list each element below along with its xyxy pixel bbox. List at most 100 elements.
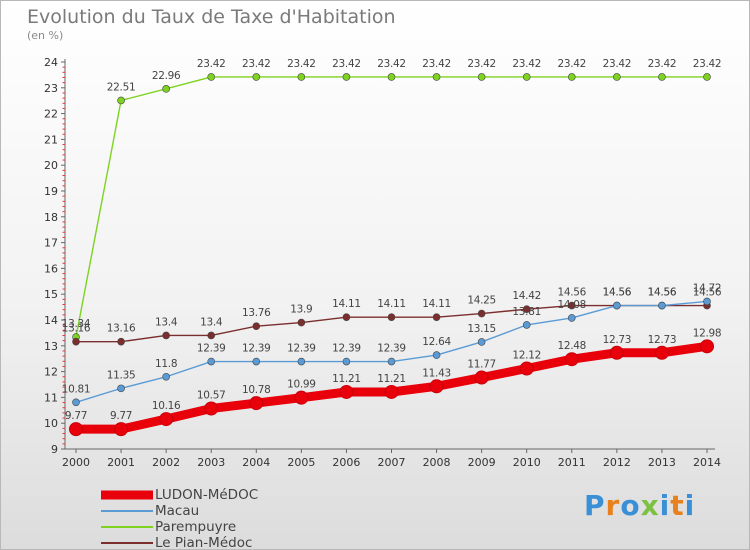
data-label: 13.16 <box>62 323 91 335</box>
data-point <box>117 337 125 346</box>
data-label: 13.34 <box>62 318 91 330</box>
data-label: 11.21 <box>332 373 361 385</box>
x-tick-label: 2013 <box>648 456 676 469</box>
data-label: 23.42 <box>648 58 677 70</box>
chart-title: Evolution du Taux de Taxe d'Habitation <box>27 6 396 28</box>
y-tick-label: 12 <box>44 366 58 379</box>
data-label: 23.42 <box>242 58 271 70</box>
y-tick-label: 11 <box>44 391 58 404</box>
logo-letter: i <box>684 489 696 522</box>
data-label: 23.42 <box>422 58 451 70</box>
data-label: 14.56 <box>648 287 677 299</box>
data-label: 11.77 <box>467 359 496 371</box>
data-point <box>342 73 351 81</box>
y-tick-label: 16 <box>44 262 58 275</box>
x-tick-label: 2000 <box>62 456 90 469</box>
x-tick-label: 2008 <box>423 456 451 469</box>
data-point <box>342 357 351 366</box>
data-point <box>432 313 441 321</box>
x-tick-label: 2012 <box>603 456 631 469</box>
data-point <box>387 313 396 321</box>
data-label: 11.8 <box>155 358 177 370</box>
y-tick-label: 23 <box>44 82 58 95</box>
y-tick-label: 13 <box>44 340 58 353</box>
x-tick-label: 2006 <box>332 456 360 469</box>
data-label: 12.39 <box>332 343 361 355</box>
legend-swatch <box>101 510 153 512</box>
data-point <box>432 351 441 359</box>
data-label: 13.15 <box>467 323 496 335</box>
data-point <box>474 370 489 385</box>
data-label: 14.11 <box>332 298 361 310</box>
legend-label: Parempuyre <box>155 519 237 535</box>
data-point <box>297 357 306 366</box>
data-label: 14.25 <box>467 295 496 307</box>
data-label: 12.39 <box>377 343 406 355</box>
data-label: 10.57 <box>197 389 226 401</box>
logo-letter: i <box>659 489 671 522</box>
data-label: 23.42 <box>287 58 316 70</box>
logo-letter: r <box>605 489 621 522</box>
data-label: 14.56 <box>603 287 632 299</box>
data-label: 13.81 <box>512 306 541 318</box>
data-point <box>519 361 534 376</box>
data-label: 12.12 <box>512 350 541 362</box>
data-label: 12.48 <box>558 340 587 352</box>
data-point <box>432 73 441 81</box>
legend-swatch <box>101 490 153 500</box>
data-point <box>339 384 354 399</box>
x-tick-label: 2001 <box>107 456 135 469</box>
data-point <box>609 345 624 360</box>
data-point <box>72 398 80 407</box>
data-point <box>114 422 129 437</box>
data-label: 10.81 <box>62 383 91 395</box>
y-tick-label: 15 <box>44 288 58 301</box>
data-point <box>117 384 125 393</box>
data-label: 10.16 <box>152 400 181 412</box>
x-tick-label: 2004 <box>242 456 270 469</box>
legend-label: Macau <box>155 503 200 519</box>
data-label: 14.56 <box>603 287 632 299</box>
data-point <box>162 85 170 93</box>
data-label: 14.11 <box>422 298 451 310</box>
data-label: 22.96 <box>152 70 181 82</box>
data-point <box>207 73 216 81</box>
data-point <box>658 301 666 310</box>
data-label: 23.42 <box>467 58 496 70</box>
legend-label: LUDON-MéDOC <box>155 487 259 503</box>
x-tick-label: 2011 <box>558 456 586 469</box>
data-label: 14.08 <box>558 299 587 311</box>
y-tick-label: 24 <box>44 56 58 69</box>
data-label: 12.73 <box>648 334 677 346</box>
data-label: 22.51 <box>107 81 136 93</box>
logo-letter: P <box>584 489 606 522</box>
data-point <box>567 73 576 81</box>
data-point <box>294 390 309 405</box>
legend-swatch <box>101 542 153 544</box>
data-label: 10.99 <box>287 379 316 391</box>
data-point <box>69 422 83 437</box>
data-point <box>477 73 486 81</box>
data-label: 23.42 <box>558 58 587 70</box>
data-point <box>658 73 666 81</box>
data-label: 11.35 <box>107 369 136 381</box>
data-label: 14.42 <box>512 290 541 302</box>
data-label: 23.42 <box>377 58 406 70</box>
legend-swatch <box>101 526 153 528</box>
data-label: 12.98 <box>693 327 722 339</box>
data-label: 14.56 <box>558 287 587 299</box>
data-point <box>384 384 399 399</box>
data-point <box>703 297 711 306</box>
data-point <box>249 396 264 411</box>
legend-label: Le Pian-Médoc <box>155 535 253 550</box>
data-label: 12.64 <box>422 336 451 348</box>
data-label: 14.72 <box>693 282 722 294</box>
logo-letter: x <box>640 489 660 522</box>
data-point <box>207 331 216 340</box>
data-point <box>252 322 261 330</box>
data-label: 9.77 <box>110 410 132 422</box>
data-label: 10.78 <box>242 384 271 396</box>
y-tick-label: 21 <box>44 133 58 146</box>
